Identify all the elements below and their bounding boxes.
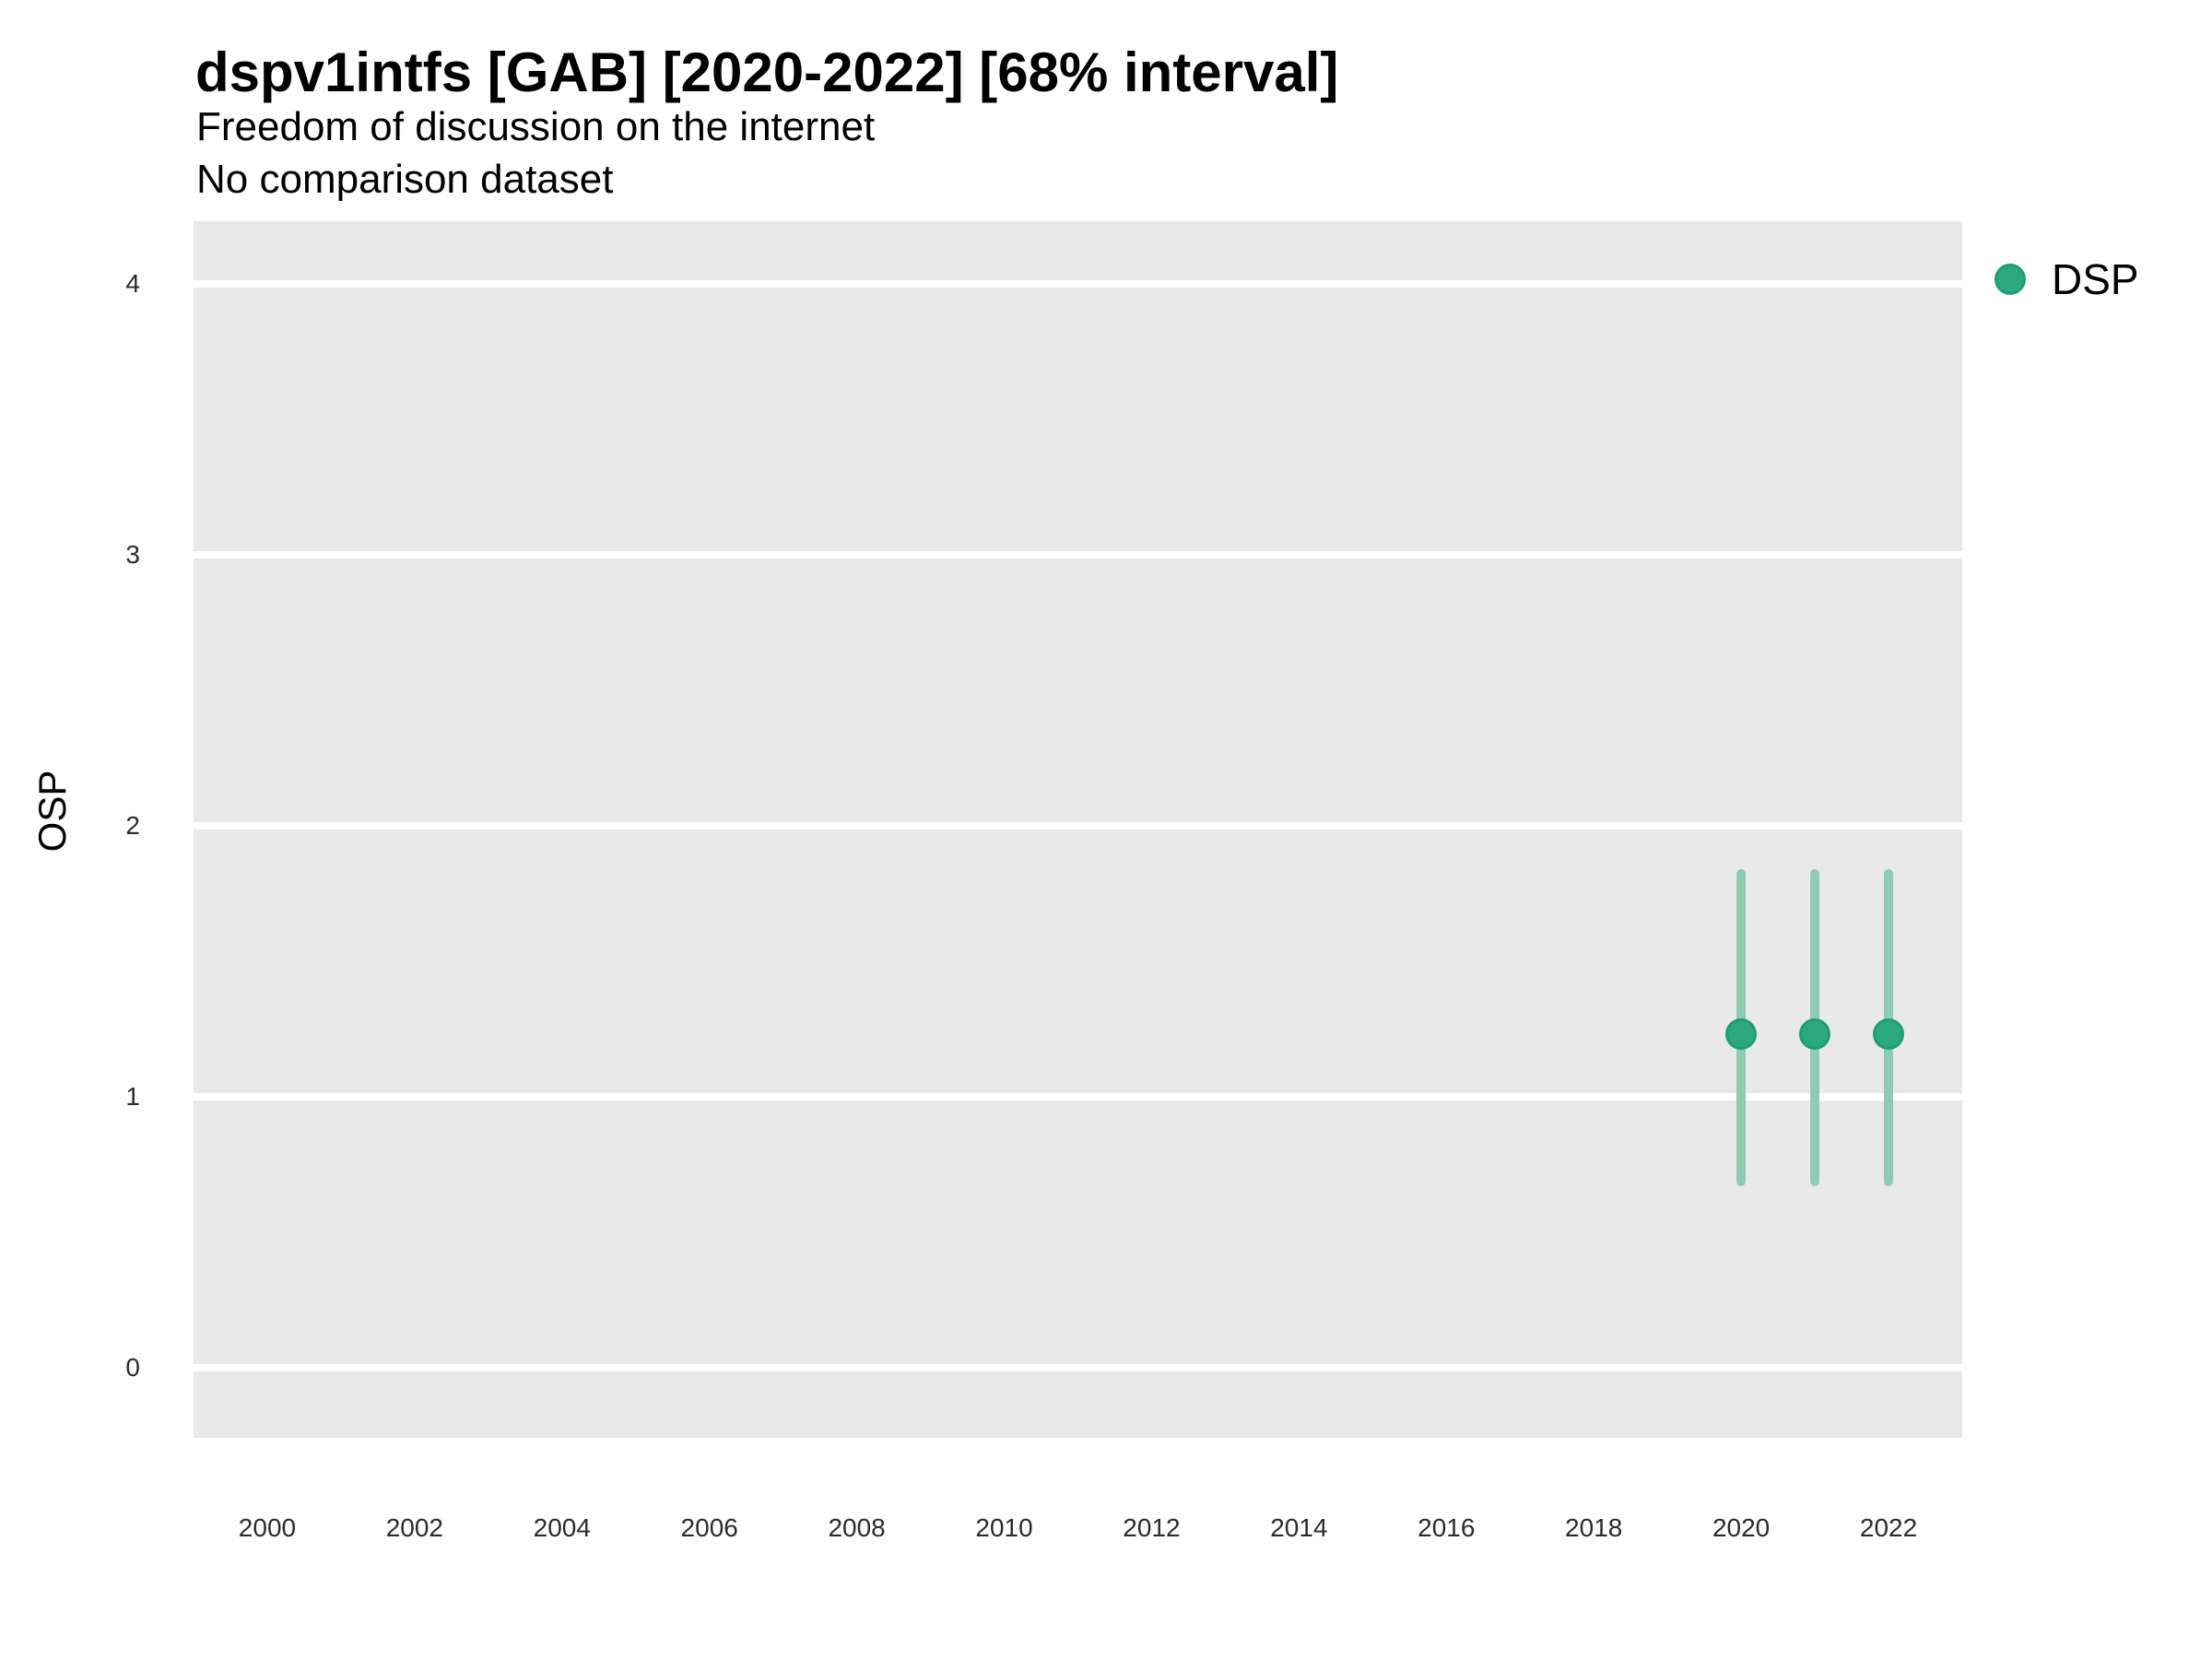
- x-tick-label-2002: 2002: [385, 1513, 444, 1542]
- data-point-dsp-2022: [1873, 1018, 1905, 1050]
- y-tick-label-4: 4: [125, 268, 140, 298]
- x-tick-label-2010: 2010: [975, 1513, 1033, 1542]
- data-point-dsp-2021: [1799, 1018, 1831, 1050]
- y-tick-label-3: 3: [125, 539, 140, 569]
- x-tick-label-2006: 2006: [680, 1513, 738, 1542]
- gridline-y-0: [194, 1363, 1962, 1371]
- plot-panel: [194, 221, 1962, 1438]
- gridline-y-1: [194, 1092, 1962, 1100]
- gridline-y-4: [194, 279, 1962, 288]
- x-tick-label-2012: 2012: [1123, 1513, 1181, 1542]
- gridline-y-3: [194, 550, 1962, 559]
- chart-title: dspv1intfs [GAB] [2020-2022] [68% interv…: [195, 41, 1339, 103]
- x-tick-label-2016: 2016: [1418, 1513, 1476, 1542]
- x-tick-label-2020: 2020: [1712, 1513, 1771, 1542]
- legend-label-dsp: DSP: [2052, 255, 2139, 303]
- chart-note: No comparison dataset: [196, 157, 614, 202]
- gridline-y-2: [194, 821, 1962, 830]
- y-tick-label-0: 0: [125, 1352, 140, 1382]
- x-tick-label-2004: 2004: [533, 1513, 591, 1542]
- x-tick-label-2014: 2014: [1270, 1513, 1328, 1542]
- y-axis-title: OSP: [30, 770, 74, 853]
- x-tick-label-2018: 2018: [1565, 1513, 1623, 1542]
- x-tick-label-2000: 2000: [238, 1513, 297, 1542]
- x-tick-label-2008: 2008: [828, 1513, 886, 1542]
- x-tick-label-2022: 2022: [1859, 1513, 1918, 1542]
- data-point-dsp-2020: [1725, 1018, 1758, 1050]
- chart-subtitle: Freedom of discussion on the internet: [196, 104, 876, 149]
- legend-dot-icon: [1994, 264, 2026, 295]
- y-tick-label-1: 1: [125, 1081, 140, 1111]
- legend: DSP: [1994, 254, 2139, 304]
- y-tick-label-2: 2: [125, 810, 140, 840]
